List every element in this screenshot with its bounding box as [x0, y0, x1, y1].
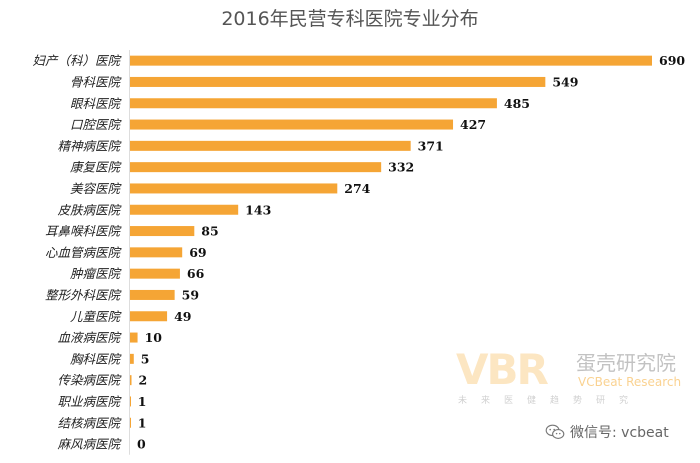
category-label: 血液病医院: [57, 330, 122, 345]
bar: [130, 417, 131, 428]
category-label: 妇产（科）医院: [32, 53, 122, 68]
data-label: 2: [139, 373, 148, 388]
data-label: 49: [174, 309, 191, 324]
category-label: 整形外科医院: [45, 287, 123, 302]
chart-title: 2016年民营专科医院专业分布: [221, 8, 479, 30]
data-label: 1: [138, 394, 147, 409]
watermark-name-en: VCBeat Research: [578, 375, 682, 389]
data-label: 85: [201, 224, 218, 239]
category-label: 康复医院: [70, 160, 123, 175]
bar: [130, 204, 239, 215]
data-label: 1: [138, 415, 147, 430]
watermark: VBR 蛋壳研究院 VCBeat Research 未来医健趋势研究: [456, 345, 696, 409]
category-label: 胸科医院: [70, 351, 123, 366]
data-label: 427: [460, 117, 486, 132]
bar: [130, 98, 497, 109]
category-label: 美容医院: [70, 181, 123, 196]
data-label: 10: [145, 330, 163, 345]
data-label: 690: [659, 53, 685, 68]
data-label: 143: [245, 202, 271, 217]
category-label: 儿童医院: [70, 309, 123, 324]
category-label: 骨科医院: [70, 74, 123, 89]
bar: [130, 226, 195, 237]
data-label: 69: [189, 245, 206, 260]
bar: [130, 353, 134, 364]
category-label: 心血管病医院: [45, 245, 123, 260]
data-label: 59: [182, 287, 199, 302]
bar: [130, 247, 183, 258]
data-label: 371: [418, 138, 444, 153]
bar: [130, 162, 382, 173]
category-label: 麻风病医院: [57, 437, 122, 452]
category-label: 口腔医院: [70, 117, 123, 132]
watermark-tagline: 未来医健趋势研究: [458, 396, 643, 406]
bar: [130, 119, 454, 130]
watermark-name-cn: 蛋壳研究院: [576, 351, 676, 375]
data-label: 485: [504, 96, 530, 111]
bar: [130, 268, 180, 279]
bar: [130, 396, 131, 407]
data-label: 332: [388, 160, 414, 175]
bar: [130, 375, 132, 386]
data-label: 549: [552, 74, 578, 89]
wechat-id-text: 微信号: vcbeat: [570, 425, 669, 441]
bar: [130, 289, 175, 300]
category-label: 职业病医院: [57, 394, 122, 409]
data-label: 274: [344, 181, 370, 196]
watermark-logo: VBR: [456, 345, 549, 394]
bar: [130, 311, 168, 322]
bar: [130, 140, 411, 151]
category-label: 结核病医院: [57, 415, 122, 430]
bar: [130, 332, 138, 343]
bar: [130, 183, 338, 194]
data-label: 0: [137, 437, 146, 452]
category-label: 眼科医院: [70, 96, 123, 111]
category-label: 精神病医院: [57, 138, 122, 153]
category-label: 耳鼻喉科医院: [45, 224, 123, 239]
category-label: 肿瘤医院: [70, 266, 123, 281]
data-label: 66: [187, 266, 205, 281]
category-label: 皮肤病医院: [57, 202, 122, 217]
wechat-footer: 微信号: vcbeat: [545, 421, 669, 443]
bar: [130, 76, 546, 87]
wechat-icon: [545, 424, 565, 439]
data-label: 5: [141, 351, 150, 366]
bar: [130, 55, 652, 66]
category-label: 传染病医院: [57, 373, 122, 388]
